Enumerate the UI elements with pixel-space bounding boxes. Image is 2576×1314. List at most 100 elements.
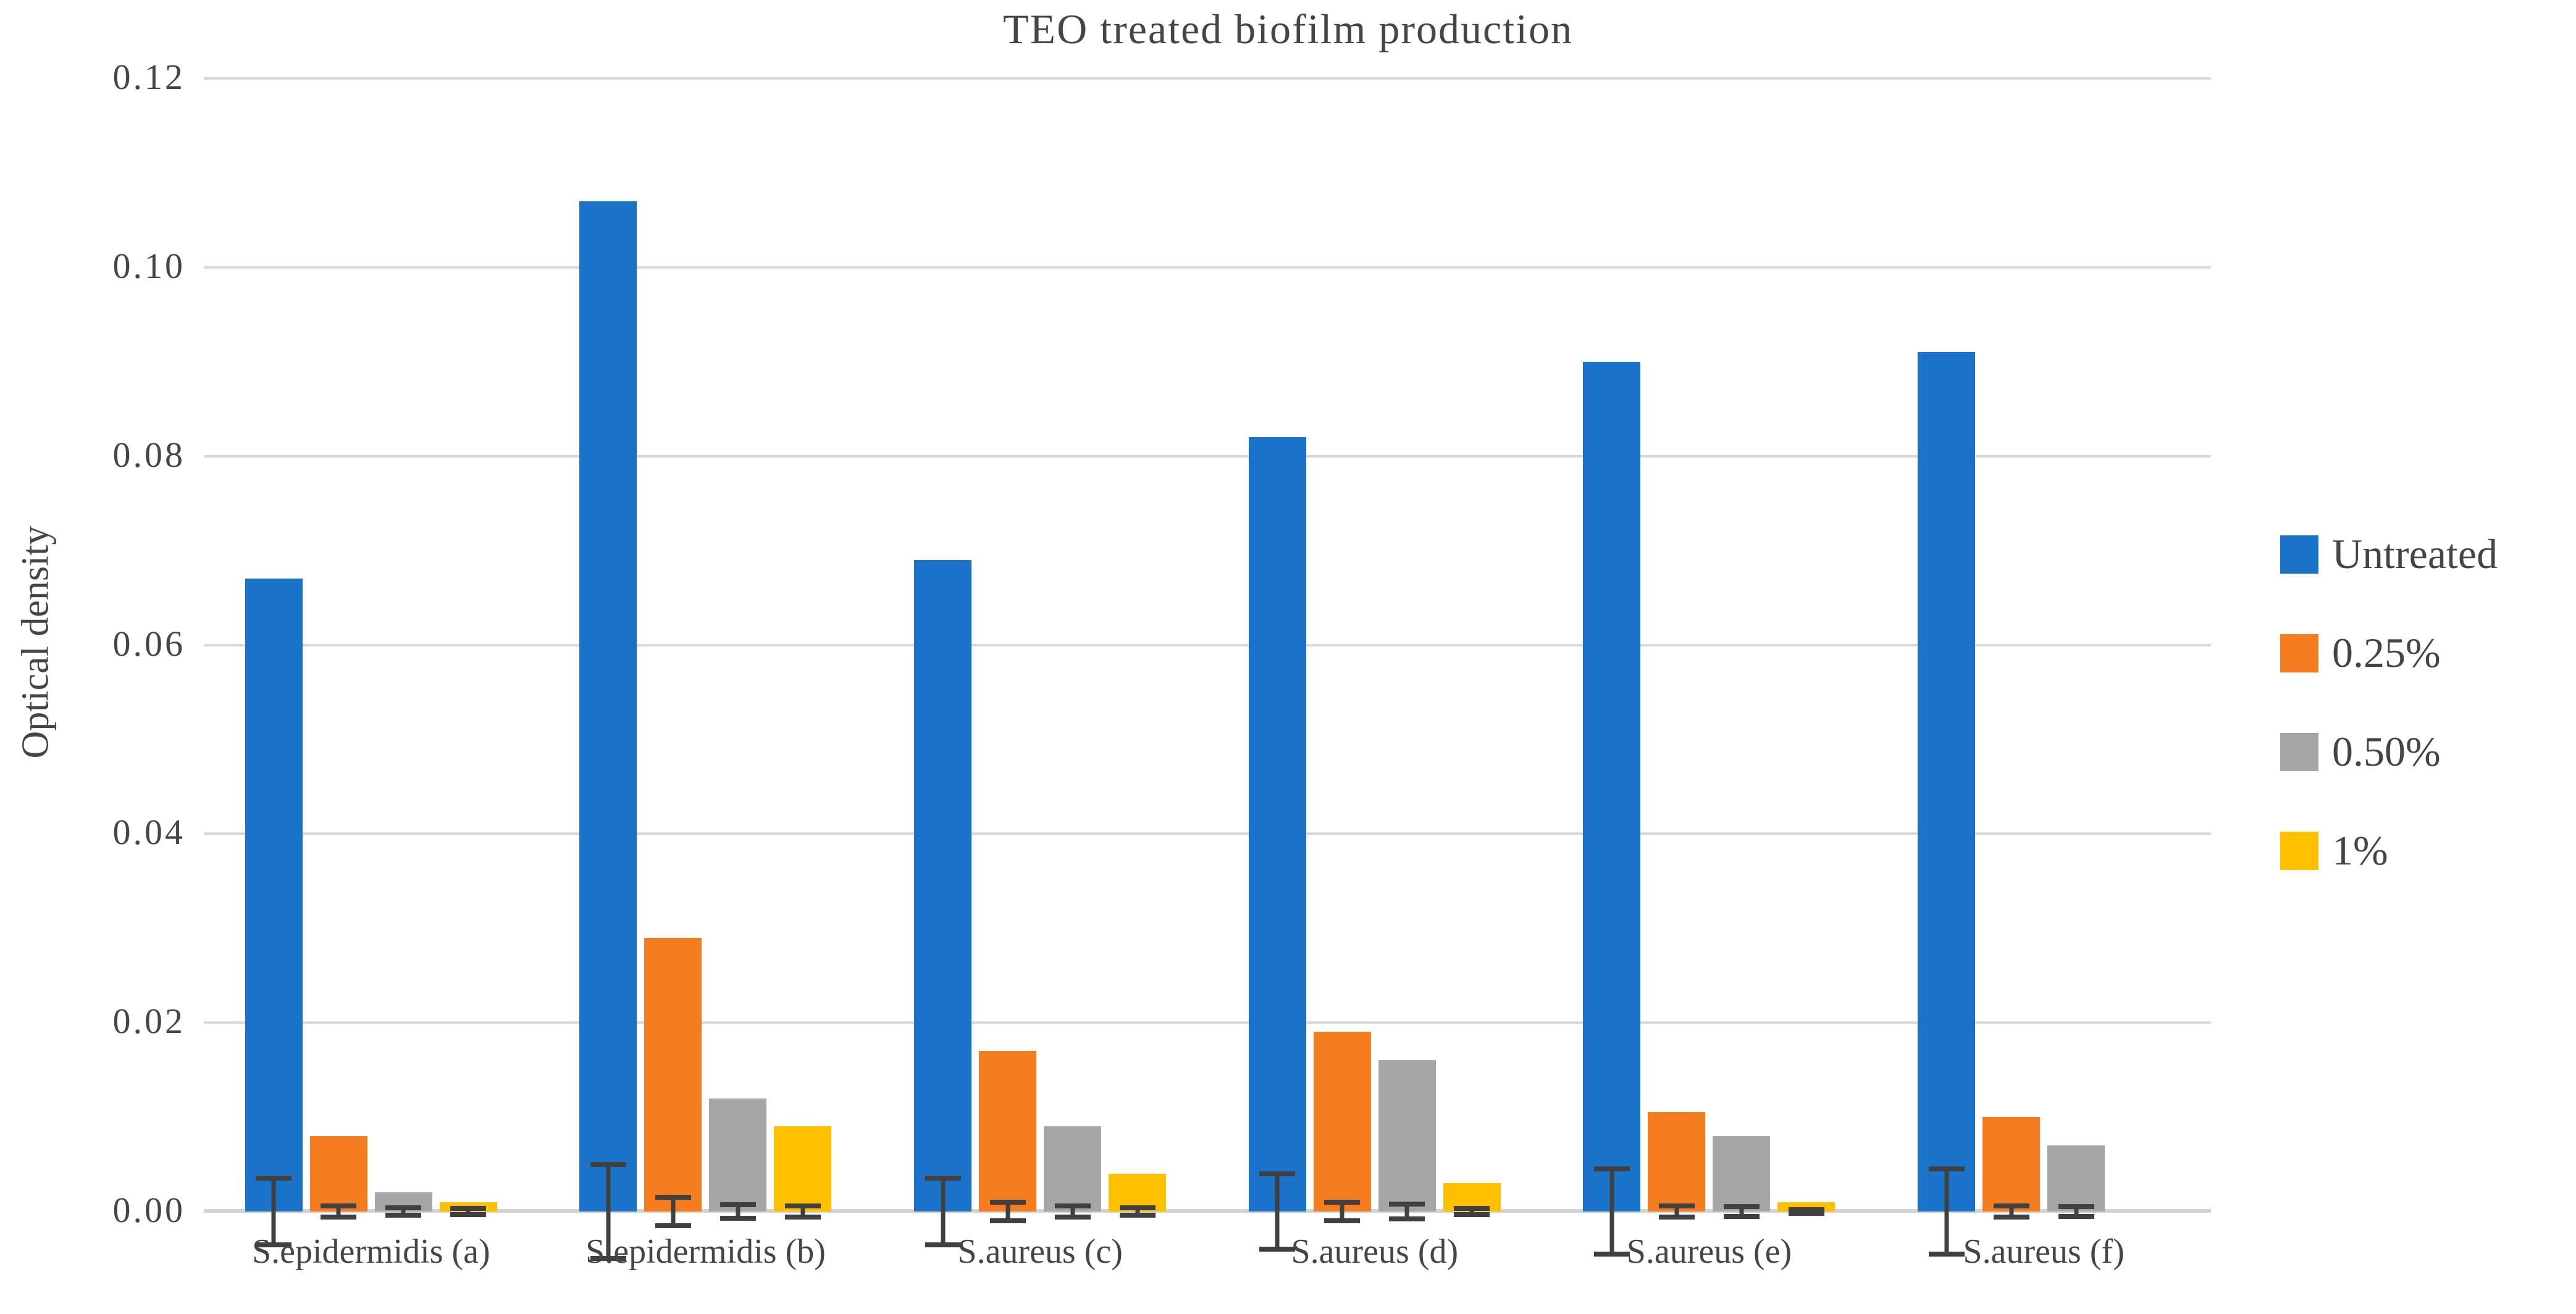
error-bar (1404, 1203, 1409, 1220)
error-bar-cap (1593, 1166, 1630, 1172)
bar-0.25% (1648, 1112, 1706, 1211)
bar-slot (1313, 1032, 1371, 1224)
bar-slot (439, 1202, 497, 1217)
error-bar (800, 1205, 805, 1218)
legend-label: 1% (2332, 827, 2388, 874)
error-bar (1944, 1169, 1949, 1254)
x-category-label: S.aureus (c) (957, 1232, 1123, 1271)
bar-group (1876, 78, 2211, 1257)
error-bar-cap (1324, 1218, 1361, 1224)
bar-group (204, 78, 539, 1247)
gridline (204, 832, 2211, 835)
error-bar-cap (925, 1242, 961, 1247)
x-category-label: S.epidermidis (b) (585, 1232, 826, 1271)
bar-slot (1918, 352, 1976, 1257)
bar-slot (1777, 1202, 1836, 1216)
error-bar-cap (784, 1215, 821, 1220)
gridline (204, 1209, 2211, 1213)
error-bar-cap (450, 1211, 487, 1217)
bar-0.50% (2047, 1145, 2105, 1211)
error-bar-cap (1928, 1251, 1965, 1257)
bar-slot (2047, 1145, 2105, 1219)
error-bar (2009, 1205, 2014, 1218)
bar-slot (245, 579, 303, 1247)
bar-0.50% (1044, 1126, 1102, 1211)
error-bar-cap (720, 1215, 756, 1221)
error-bar (271, 1178, 276, 1245)
error-bar-cap (1259, 1171, 1296, 1176)
gridline (204, 643, 2211, 647)
bar-0.50% (1713, 1136, 1771, 1211)
error-bar (466, 1208, 471, 1215)
legend-label: Untreated (2332, 530, 2498, 577)
bar-slot (709, 1098, 767, 1221)
error-bar-cap (989, 1218, 1026, 1224)
bar-0.25% (644, 937, 702, 1211)
x-category-label: S.aureus (d) (1291, 1232, 1459, 1271)
error-bar-cap (321, 1215, 357, 1220)
y-tick-label: 0.06 (112, 623, 185, 664)
bar-1% (1109, 1173, 1167, 1211)
error-bar-cap (784, 1203, 821, 1208)
bar-0.25% (1313, 1032, 1371, 1211)
bar-slot (1378, 1060, 1436, 1222)
error-bar (1135, 1207, 1140, 1216)
error-bar (941, 1178, 946, 1245)
error-bar-cap (450, 1206, 487, 1211)
legend-item: 0.25% (2280, 629, 2441, 677)
bar-slot (374, 1192, 432, 1218)
error-bar-cap (1593, 1251, 1630, 1257)
error-bar-cap (655, 1195, 691, 1200)
error-bar-cap (256, 1176, 292, 1181)
error-bar (1609, 1169, 1614, 1254)
bar-group (1542, 78, 1877, 1257)
error-bar (606, 1164, 611, 1259)
bar-group (1207, 78, 1542, 1252)
gridline (204, 77, 2211, 80)
error-bar-cap (590, 1161, 626, 1167)
plot-area (204, 77, 2211, 1262)
bar-0.50% (709, 1098, 767, 1211)
error-bar (1005, 1202, 1010, 1221)
bar-slot (1443, 1183, 1501, 1217)
error-bar-cap (256, 1242, 292, 1247)
bar-slot (979, 1051, 1037, 1224)
bar-group (873, 78, 1207, 1247)
error-bar-cap (1788, 1211, 1824, 1216)
error-bar-cap (1454, 1211, 1490, 1217)
bar-slot (1713, 1136, 1771, 1219)
error-bar (671, 1197, 676, 1226)
error-bar-cap (2058, 1213, 2094, 1219)
bar-Untreated (1918, 352, 1976, 1211)
error-bar (2074, 1207, 2079, 1216)
gridline (204, 1021, 2211, 1024)
bar-Untreated (1248, 437, 1306, 1211)
legend-item: 0.50% (2280, 727, 2441, 776)
error-bar-cap (1658, 1215, 1695, 1220)
error-bar-cap (1119, 1205, 1156, 1210)
bar-slot (1044, 1126, 1102, 1220)
legend-item: 1% (2280, 826, 2388, 875)
bar-slot (309, 1136, 367, 1220)
error-bar-cap (1788, 1207, 1824, 1212)
x-category-label: S.aureus (f) (1963, 1232, 2125, 1271)
error-bar-cap (655, 1223, 691, 1228)
x-category-label: S.epidermidis (a) (251, 1232, 490, 1271)
error-bar-cap (385, 1213, 422, 1218)
error-bar-cap (1324, 1199, 1361, 1205)
bar-group (539, 78, 873, 1262)
error-bar (1739, 1207, 1744, 1216)
bar-0.25% (1982, 1117, 2041, 1211)
y-tick-label: 0.04 (112, 812, 185, 853)
y-tick-label: 0.00 (112, 1190, 185, 1230)
bar-0.50% (1378, 1060, 1436, 1211)
bar-Untreated (914, 559, 972, 1211)
error-bar (336, 1205, 341, 1218)
error-bar-cap (1054, 1203, 1091, 1208)
legend-item: Untreated (2280, 530, 2498, 579)
error-bar-cap (2058, 1204, 2094, 1210)
y-tick-label: 0.02 (112, 1001, 185, 1042)
error-bar-cap (1993, 1203, 2029, 1208)
error-bar-cap (1993, 1215, 2029, 1220)
error-bar-cap (1658, 1203, 1695, 1208)
